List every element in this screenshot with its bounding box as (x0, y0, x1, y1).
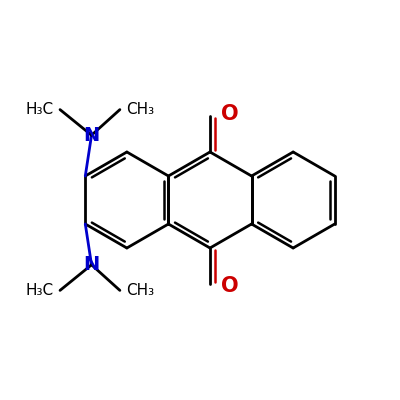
Text: CH₃: CH₃ (126, 102, 154, 117)
Text: O: O (220, 276, 238, 296)
Text: N: N (84, 126, 100, 145)
Text: H₃C: H₃C (26, 102, 54, 117)
Text: CH₃: CH₃ (126, 283, 154, 298)
Text: N: N (84, 255, 100, 274)
Text: O: O (220, 104, 238, 124)
Text: H₃C: H₃C (26, 283, 54, 298)
